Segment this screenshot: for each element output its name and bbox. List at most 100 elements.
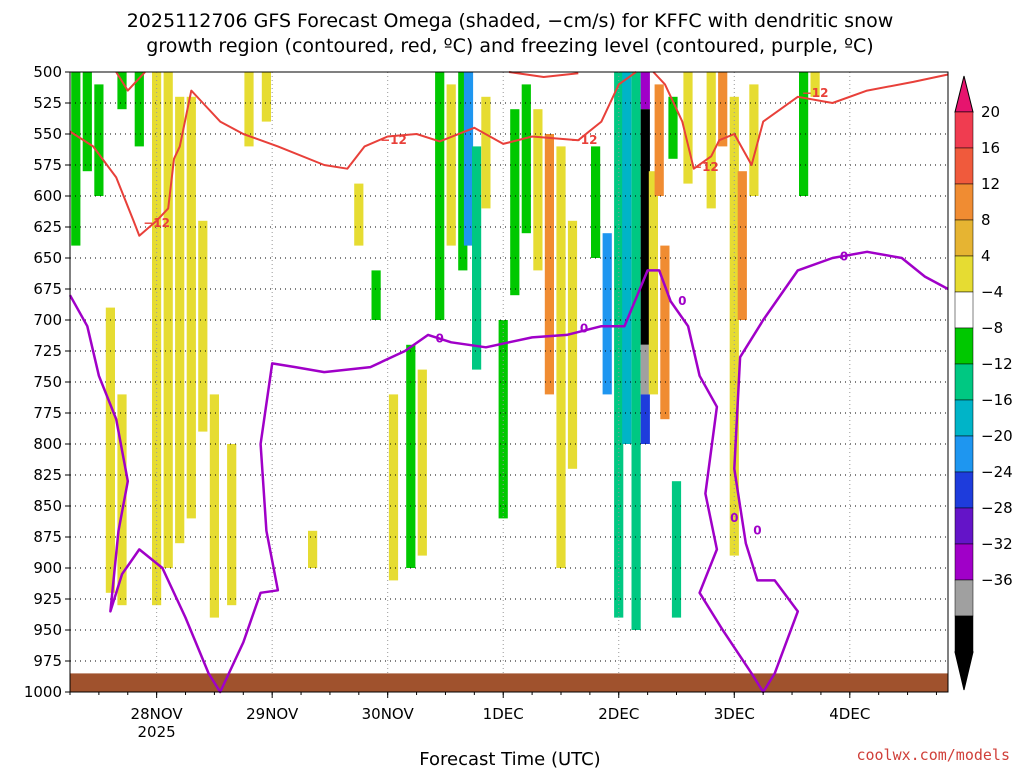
credit-text: coolwx.com/models [856,746,1010,764]
colorbar-label: −32 [981,535,1013,553]
dgz-contour-label: −12 [571,133,598,147]
colorbar-swatch [954,615,974,653]
colorbar-label: 12 [981,175,1000,193]
dgz-contour-label: −12 [143,216,170,230]
colorbar-label: −20 [981,427,1013,445]
dgz-contour-neg12-top [115,71,146,92]
x-tick-sublabel: 2025 [138,723,176,741]
colorbar-label: 4 [981,247,991,265]
y-tick-label: 950 [33,621,62,639]
y-tick-label: 600 [33,187,62,205]
omega-shade-cell [244,72,254,147]
omega-shade-cell [417,369,427,556]
omega-shade-cell [481,96,491,209]
colorbar-label: −28 [981,499,1013,517]
freezing-level-label: 0 [730,511,738,525]
dgz-contour-label: −12 [802,86,829,100]
y-tick-label: 975 [33,652,62,670]
x-tick-label: 2DEC [598,705,639,723]
dgz-contour-neg12-top-right [508,71,579,78]
omega-shade-cell [152,72,162,606]
colorbar-swatch [954,471,974,509]
colorbar-label: −8 [981,319,1003,337]
omega-shade-cell [371,270,381,320]
y-tick-label: 675 [33,280,62,298]
y-tick-label: 750 [33,373,62,391]
colorbar-swatch [954,507,974,545]
terrain-layer [70,673,948,692]
colorbar-swatch [954,255,974,293]
omega-shade-cell [163,72,173,568]
y-tick-label: 500 [33,63,62,81]
colorbar-swatch [954,363,974,401]
omega-shade-cell [706,72,716,209]
y-tick-label: 775 [33,404,62,422]
omega-shade-cell [671,481,682,618]
colorbar-swatch [954,543,974,581]
omega-shade-cell [631,72,641,630]
dgz-contour-label: −12 [380,133,407,147]
colorbar: 20 16 12 8 4 −4 −8 −12 −16 −20 −24 −28 −32 −36 [954,75,1013,691]
omega-shade-cell [521,84,531,234]
omega-shade-cell [749,84,759,196]
freezing-level-contour [68,250,949,694]
omega-shade-cell [435,72,445,320]
omega-shade-cell [640,344,650,395]
y-axis-ticks: 500 525 550 575 600 625 650 675 700 725 750 775 800 8… [24,63,70,701]
omega-shade-cell [654,84,664,196]
colorbar-swatch [954,291,974,329]
omega-shade-cell [591,146,601,258]
x-tick-label: 1DEC [483,705,524,723]
omega-shade-cell [472,146,482,370]
freezing-level-label: 0 [840,250,848,264]
omega-shade-cell [82,72,92,172]
y-tick-label: 525 [33,94,62,112]
colorbar-swatch [954,183,974,221]
omega-shade-cell [602,233,612,395]
y-tick-label: 700 [33,311,62,329]
omega-shade-cell [683,72,693,184]
omega-shade-cell [406,344,416,568]
colorbar-label: −36 [981,571,1013,589]
omega-shade-cell [458,72,468,271]
chart-title-line-2: growth region (contoured, red, ºC) and f… [146,35,873,57]
omega-shade-cell [533,109,543,271]
omega-shade-cell [810,72,820,97]
omega-shade-cell [209,394,219,618]
colorbar-label: −24 [981,463,1013,481]
y-tick-label: 925 [33,590,62,608]
y-tick-label: 650 [33,249,62,267]
omega-shade-cell [640,394,650,444]
y-tick-label: 575 [33,156,62,174]
y-tick-label: 800 [33,435,62,453]
omega-shade-cell [71,72,81,246]
y-tick-label: 1000 [24,683,62,701]
y-tick-label: 825 [33,466,62,484]
omega-shade-cell [737,171,747,320]
omega-shade-cell [261,72,271,122]
omega-shade-cell [622,72,632,444]
y-tick-label: 875 [33,528,62,546]
y-tick-label: 725 [33,342,62,360]
omega-shade-cell [498,320,508,519]
omega-shade-cell [105,307,115,593]
omega-shade-cell [388,394,399,581]
terrain-ground [70,673,948,692]
colorbar-swatch [954,327,974,365]
dgz-contour-label: −12 [692,160,719,174]
omega-shade-cell [117,394,127,606]
freezing-level-label: 0 [580,321,588,335]
omega-shade-cell [567,220,578,469]
omega-shade-cell [640,72,650,110]
omega-shade-cell [227,444,237,606]
colorbar-bottom-arrow [954,651,974,691]
colorbar-label: 20 [981,103,1000,121]
colorbar-swatch [954,579,974,617]
colorbar-swatch [954,399,974,437]
omega-shading-layer [71,72,820,630]
colorbar-label: −4 [981,283,1003,301]
dgz-contour-neg12-west [69,71,637,237]
colorbar-label: 8 [981,211,991,229]
colorbar-swatch [954,219,974,257]
